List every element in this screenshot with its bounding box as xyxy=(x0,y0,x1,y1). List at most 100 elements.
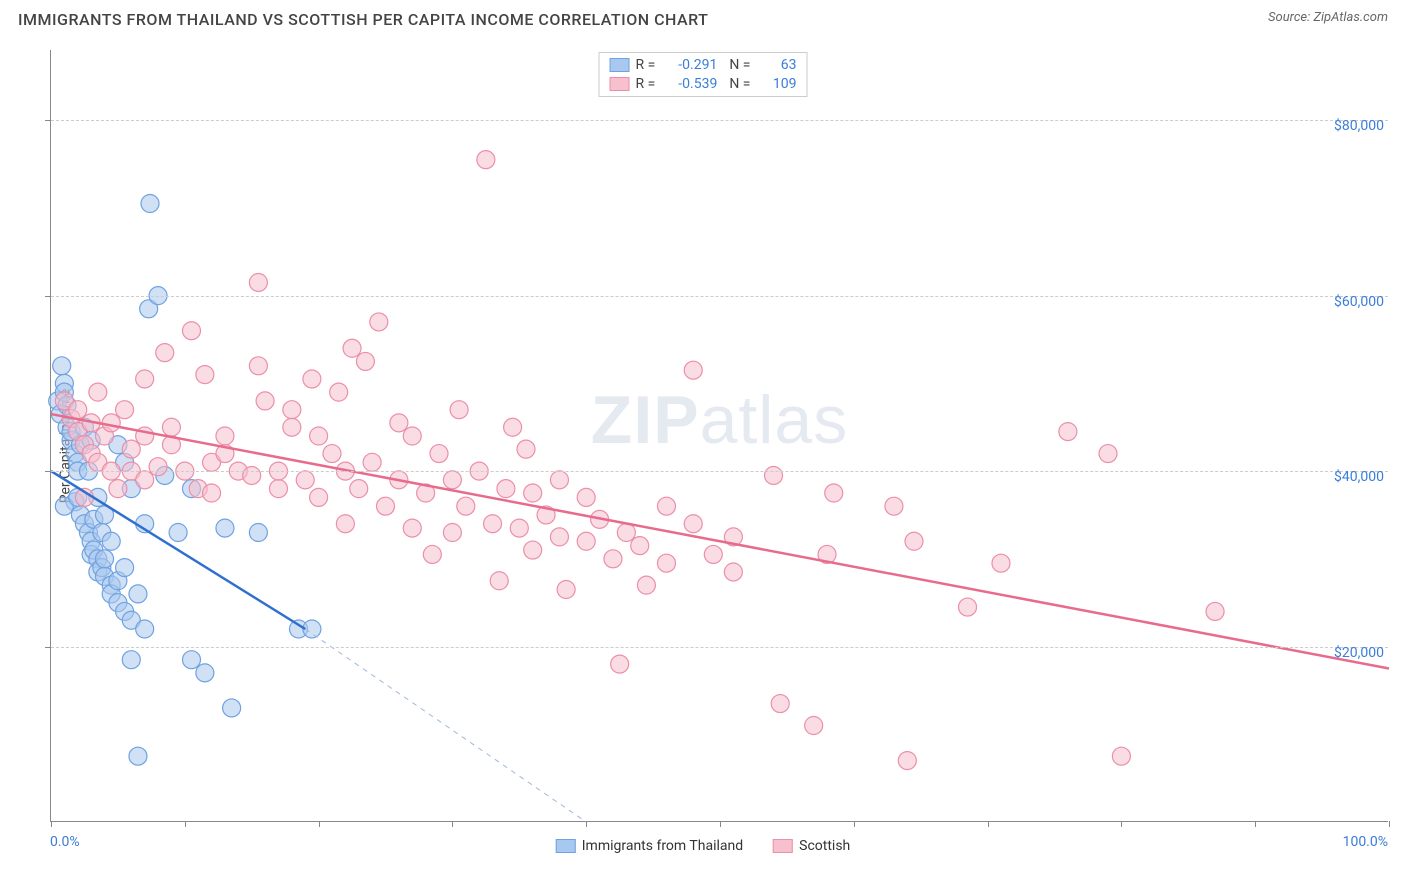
correlation-legend: R =-0.291N =63R =-0.539N =109 xyxy=(599,52,808,97)
data-point-scottish xyxy=(457,497,475,515)
data-point-thailand xyxy=(136,620,154,638)
data-point-scottish xyxy=(510,519,528,537)
data-point-scottish xyxy=(805,717,823,735)
data-point-scottish xyxy=(557,581,575,599)
legend-swatch xyxy=(610,58,630,72)
scatter-plot xyxy=(51,50,1388,821)
data-point-scottish xyxy=(765,466,783,484)
x-tick xyxy=(185,821,186,827)
data-point-scottish xyxy=(604,550,622,568)
legend-row: R =-0.539N =109 xyxy=(610,76,797,92)
data-point-scottish xyxy=(611,655,629,673)
data-point-thailand xyxy=(53,357,71,375)
n-value: 109 xyxy=(756,76,796,92)
data-point-scottish xyxy=(323,445,341,463)
data-point-scottish xyxy=(216,427,234,445)
data-point-scottish xyxy=(363,453,381,471)
legend-swatch xyxy=(773,839,793,853)
data-point-scottish xyxy=(631,537,649,555)
data-point-scottish xyxy=(704,545,722,563)
data-point-scottish xyxy=(517,440,535,458)
x-start-label: 0.0% xyxy=(50,834,80,850)
data-point-scottish xyxy=(423,545,441,563)
x-tick xyxy=(854,821,855,827)
data-point-scottish xyxy=(657,497,675,515)
chart-title: IMMIGRANTS FROM THAILAND VS SCOTTISH PER… xyxy=(18,10,708,29)
data-point-scottish xyxy=(443,524,461,542)
data-point-thailand xyxy=(129,585,147,603)
data-point-scottish xyxy=(403,519,421,537)
r-value: -0.539 xyxy=(661,76,717,92)
data-point-scottish xyxy=(684,361,702,379)
data-point-thailand xyxy=(129,747,147,765)
x-tick xyxy=(1255,821,1256,827)
data-point-scottish xyxy=(283,401,301,419)
data-point-scottish xyxy=(524,541,542,559)
data-point-scottish xyxy=(724,563,742,581)
series-legend-item: Immigrants from Thailand xyxy=(556,838,743,854)
data-point-scottish xyxy=(490,572,508,590)
data-point-scottish xyxy=(102,414,120,432)
r-label: R = xyxy=(636,57,656,73)
data-point-thailand xyxy=(141,195,159,213)
data-point-scottish xyxy=(203,484,221,502)
data-point-scottish xyxy=(905,532,923,550)
data-point-scottish xyxy=(283,418,301,436)
data-point-scottish xyxy=(370,313,388,331)
data-point-thailand xyxy=(216,519,234,537)
data-point-scottish xyxy=(136,471,154,489)
series-label: Scottish xyxy=(799,838,850,854)
data-point-scottish xyxy=(1059,423,1077,441)
data-point-scottish xyxy=(89,383,107,401)
data-point-scottish xyxy=(992,554,1010,572)
data-point-thailand xyxy=(116,559,134,577)
gridline xyxy=(51,296,1388,297)
y-tick xyxy=(45,471,51,472)
data-point-scottish xyxy=(637,576,655,594)
data-point-scottish xyxy=(577,532,595,550)
r-label: R = xyxy=(636,76,656,92)
data-point-scottish xyxy=(577,488,595,506)
data-point-scottish xyxy=(484,515,502,533)
data-point-scottish xyxy=(310,488,328,506)
data-point-scottish xyxy=(182,322,200,340)
legend-swatch xyxy=(610,77,630,91)
data-point-scottish xyxy=(336,515,354,533)
data-point-scottish xyxy=(450,401,468,419)
data-point-scottish xyxy=(657,554,675,572)
data-point-thailand xyxy=(169,524,187,542)
data-point-scottish xyxy=(116,401,134,419)
x-tick xyxy=(319,821,320,827)
n-label: N = xyxy=(729,57,750,73)
plot-container: ZIPatlas $20,000$40,000$60,000$80,000 xyxy=(50,50,1388,822)
r-value: -0.291 xyxy=(661,57,717,73)
gridline xyxy=(51,120,1388,121)
data-point-scottish xyxy=(825,484,843,502)
data-point-scottish xyxy=(356,352,374,370)
y-tick-label: $60,000 xyxy=(1334,294,1384,310)
trend-line-dashed-thailand xyxy=(305,629,586,822)
series-label: Immigrants from Thailand xyxy=(582,838,743,854)
data-point-scottish xyxy=(390,414,408,432)
data-point-scottish xyxy=(69,401,87,419)
data-point-scottish xyxy=(684,515,702,533)
y-tick-label: $20,000 xyxy=(1334,645,1384,661)
data-point-scottish xyxy=(771,695,789,713)
data-point-scottish xyxy=(136,370,154,388)
data-point-scottish xyxy=(330,383,348,401)
gridline xyxy=(51,647,1388,648)
x-tick xyxy=(1389,821,1390,827)
data-point-scottish xyxy=(477,151,495,169)
x-tick xyxy=(988,821,989,827)
x-tick xyxy=(452,821,453,827)
data-point-scottish xyxy=(430,445,448,463)
y-tick xyxy=(45,647,51,648)
data-point-thailand xyxy=(223,699,241,717)
data-point-scottish xyxy=(898,752,916,770)
data-point-scottish xyxy=(149,458,167,476)
data-point-scottish xyxy=(303,370,321,388)
data-point-scottish xyxy=(296,471,314,489)
x-tick xyxy=(720,821,721,827)
data-point-scottish xyxy=(310,427,328,445)
gridline xyxy=(51,471,1388,472)
